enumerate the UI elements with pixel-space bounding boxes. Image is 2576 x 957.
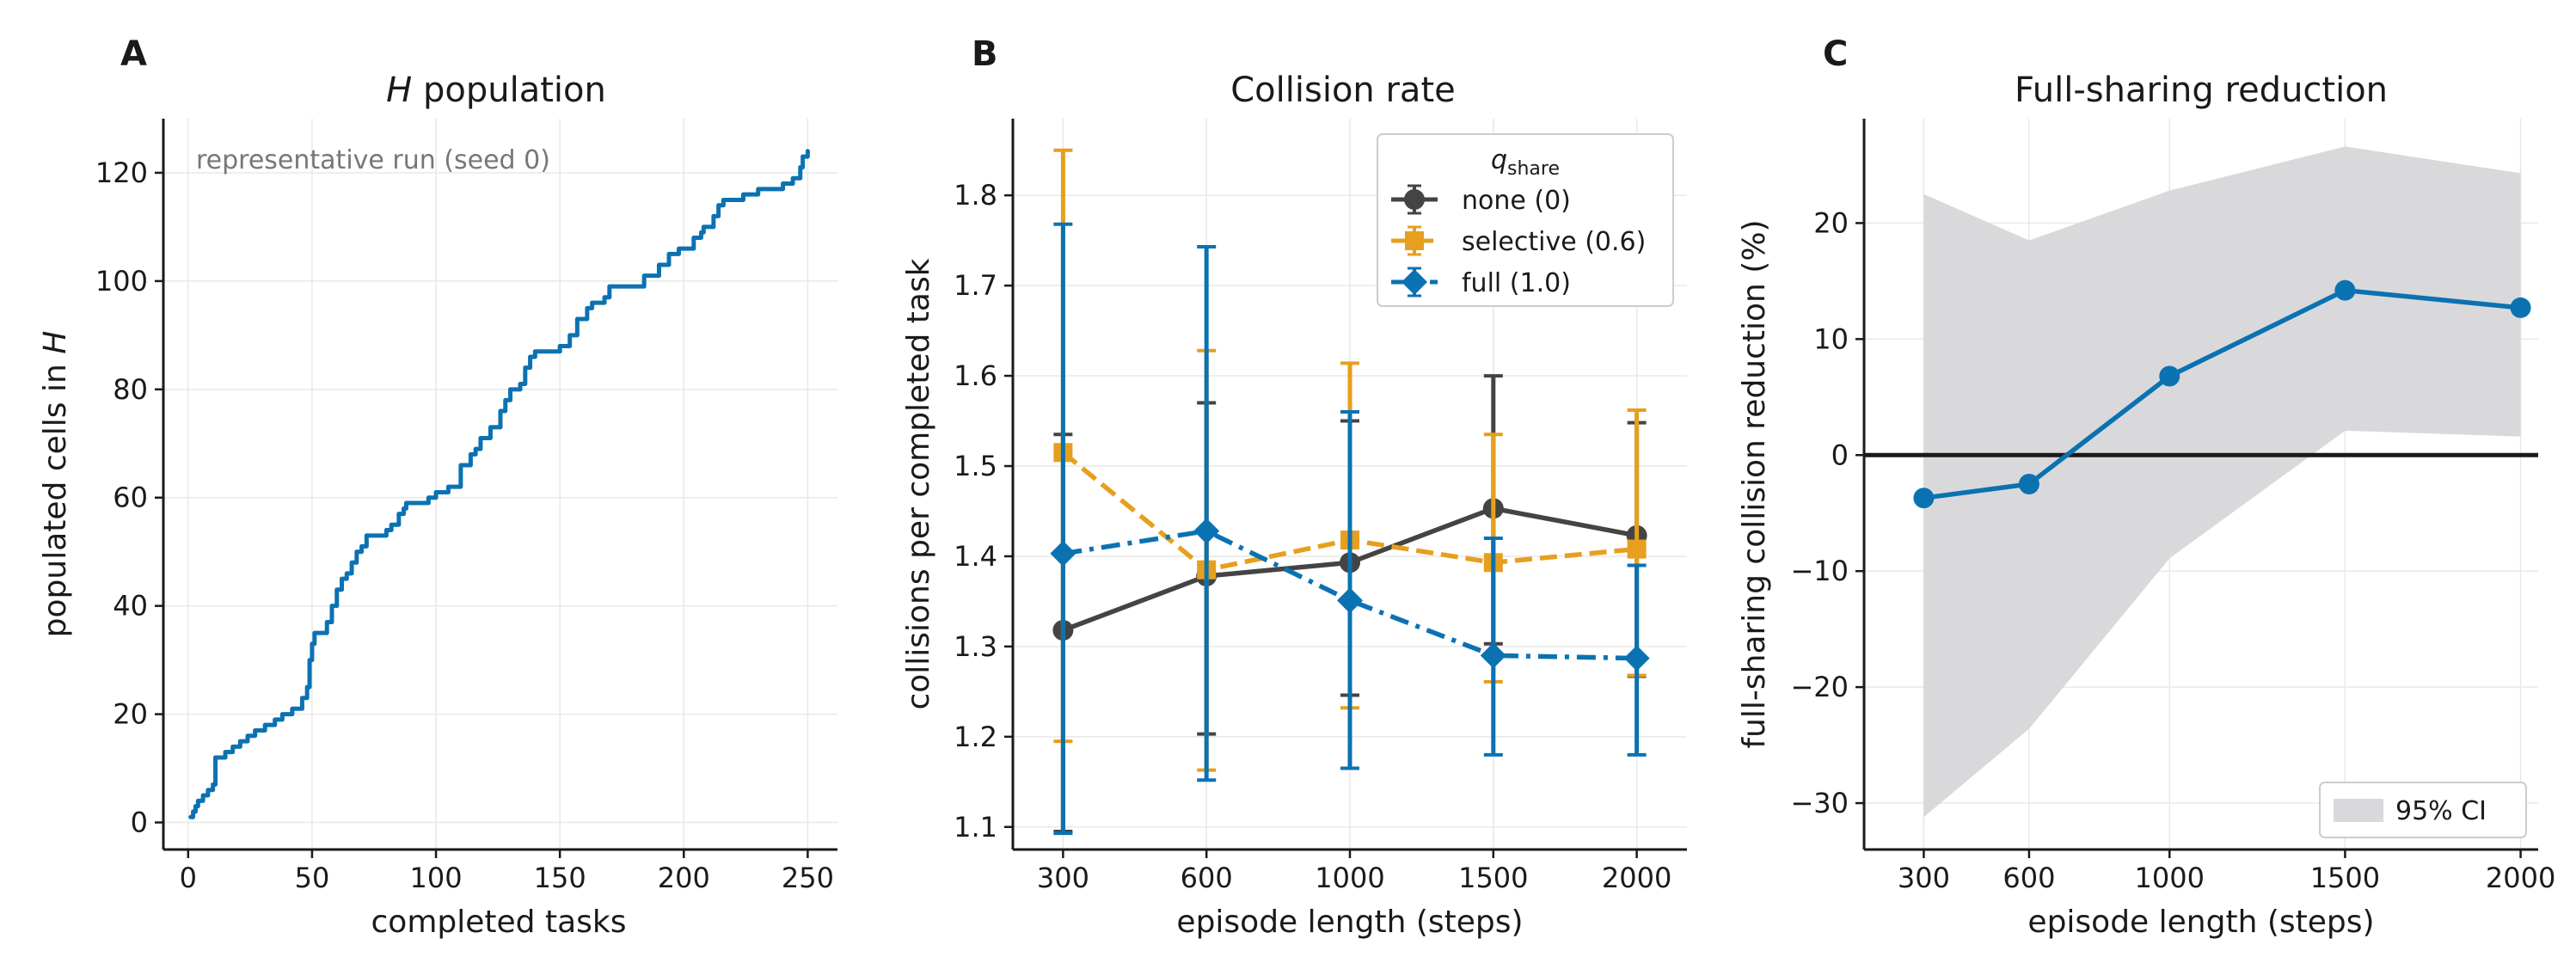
panel-c-x-label: episode length (steps) <box>2027 905 2374 940</box>
panel-c-legend-ci-label: 95% CI <box>2395 796 2487 826</box>
panel-b-legend-title-q: q <box>1491 145 1507 175</box>
x-tick-label: 200 <box>658 862 710 894</box>
panel-a-annotation: representative run (seed 0) <box>196 145 550 175</box>
panel-b-ticks: 300 600 1000 1500 2000 1.1 1.2 1.3 1.4 1.5 1.6 1.7 1… <box>954 179 1671 894</box>
y-tick-label: 20 <box>113 698 148 731</box>
legend-marker <box>1404 189 1425 210</box>
y-tick-label: −20 <box>1790 671 1849 703</box>
series-line <box>1062 528 1637 661</box>
panel-a-title: H population <box>386 71 606 110</box>
panel-a-ticks: 0 50 100 150 200 250 0 20 40 60 80 100 120 <box>95 156 834 894</box>
legend-label: none (0) <box>1462 186 1571 216</box>
panel-a-title-text: population <box>423 71 606 110</box>
legend-label: full (1.0) <box>1462 268 1571 298</box>
panel-c-series <box>1913 279 2531 509</box>
data-point <box>1623 645 1650 672</box>
panel-a-y-label: populated cells in H <box>38 331 73 638</box>
y-tick-label: 80 <box>113 373 148 406</box>
panel-b-series <box>1050 148 1650 836</box>
x-tick-label: 600 <box>2003 862 2055 894</box>
data-point <box>2334 279 2356 301</box>
panel-c-legend-frame <box>2319 782 2527 838</box>
panel-b-legend-title: qshare <box>1491 145 1560 180</box>
panel-c-ci-layer <box>1864 146 2538 818</box>
y-tick-label: 1.7 <box>954 269 997 302</box>
y-tick-label: 1.6 <box>954 359 997 392</box>
x-tick-label: 0 <box>180 862 197 894</box>
data-point <box>1050 540 1076 567</box>
legend-label: selective (0.6) <box>1462 227 1646 257</box>
y-tick-label: 1.4 <box>954 540 997 573</box>
panel-a-annotation-layer: representative run (seed 0) <box>196 145 550 175</box>
legend-marker <box>1401 269 1427 295</box>
panel-c: C Full-sharing reduction 300 600 1000 1500 2… <box>1737 34 2555 940</box>
legend-marker <box>1405 231 1424 250</box>
data-point <box>1627 539 1647 559</box>
panel-c-ticks: 300 600 1000 1500 2000 −30 −20 −10 0 10 20 <box>1790 206 2555 894</box>
panel-b-legend-frame <box>1377 133 1674 307</box>
panel-label-c: C <box>1823 34 1848 74</box>
panel-a-y-label-text: populated cells in <box>38 364 73 637</box>
x-tick-label: 1000 <box>2135 862 2205 894</box>
x-tick-label: 1500 <box>1458 862 1528 894</box>
x-tick-label: 300 <box>1037 862 1089 894</box>
panel-c-legend: 95% CI <box>2319 782 2527 838</box>
x-tick-label: 100 <box>410 862 463 894</box>
x-tick-label: 2000 <box>2486 862 2555 894</box>
panel-c-title: Full-sharing reduction <box>2015 71 2388 110</box>
panel-c-legend-ci-swatch <box>2334 799 2383 822</box>
data-point <box>2018 474 2039 494</box>
panel-label-b: B <box>972 34 998 74</box>
x-tick-label: 1500 <box>2310 862 2380 894</box>
panel-a-axes <box>162 119 837 851</box>
ci-band <box>1923 146 2521 818</box>
y-tick-label: 0 <box>1831 439 1849 471</box>
series-full <box>1050 222 1650 836</box>
x-tick-label: 300 <box>1898 862 1950 894</box>
panel-a-y-label-symbol: H <box>38 331 73 354</box>
y-tick-label: 1.8 <box>954 179 997 212</box>
x-tick-label: 250 <box>782 862 834 894</box>
data-point <box>1337 587 1363 614</box>
panel-c-y-label: full-sharing collision reduction (%) <box>1737 219 1772 748</box>
y-tick-label: 0 <box>131 807 148 839</box>
x-tick-label: 150 <box>534 862 586 894</box>
data-point <box>2159 365 2180 387</box>
y-tick-label: 1.2 <box>954 721 997 753</box>
panel-a-x-label: completed tasks <box>371 905 627 940</box>
y-tick-label: 1.5 <box>954 450 997 482</box>
panel-b-legend: qshare none (0) selective (0.6) full (1.0) <box>1377 133 1674 307</box>
data-point <box>1193 518 1220 544</box>
y-tick-label: 20 <box>1813 206 1849 239</box>
panel-a-gridlines <box>163 119 837 850</box>
y-tick-label: 60 <box>113 482 148 514</box>
panel-b-legend-title-sub: share <box>1507 158 1560 180</box>
panel-b-y-label: collisions per completed task <box>901 258 936 709</box>
x-tick-label: 1000 <box>1315 862 1384 894</box>
y-tick-label: 120 <box>95 156 148 189</box>
panel-a-title-symbol: H <box>386 71 412 110</box>
panel-label-a: A <box>120 34 147 74</box>
y-tick-label: −30 <box>1790 787 1849 819</box>
data-point <box>1480 642 1506 669</box>
panel-a-series <box>188 149 810 819</box>
y-tick-label: 10 <box>1813 322 1849 355</box>
panel-b-title: Collision rate <box>1230 71 1455 110</box>
panel-c-axes <box>1862 119 2538 851</box>
y-tick-label: 40 <box>113 590 148 623</box>
data-point <box>2510 297 2531 318</box>
panel-b: B Collision rate 300 600 1000 1500 2000 1.1 1.… <box>901 34 1687 940</box>
y-tick-label: 1.1 <box>954 811 997 844</box>
x-tick-label: 600 <box>1181 862 1233 894</box>
panel-b-x-label: episode length (steps) <box>1176 905 1523 940</box>
x-tick-label: 50 <box>295 862 330 894</box>
y-tick-label: 1.3 <box>954 630 997 663</box>
population-line <box>188 149 810 819</box>
y-tick-label: −10 <box>1790 555 1849 587</box>
x-tick-label: 2000 <box>1602 862 1671 894</box>
panel-a: A H population representative run (seed … <box>38 34 837 940</box>
data-point <box>1913 488 1935 509</box>
y-tick-label: 100 <box>95 265 148 298</box>
